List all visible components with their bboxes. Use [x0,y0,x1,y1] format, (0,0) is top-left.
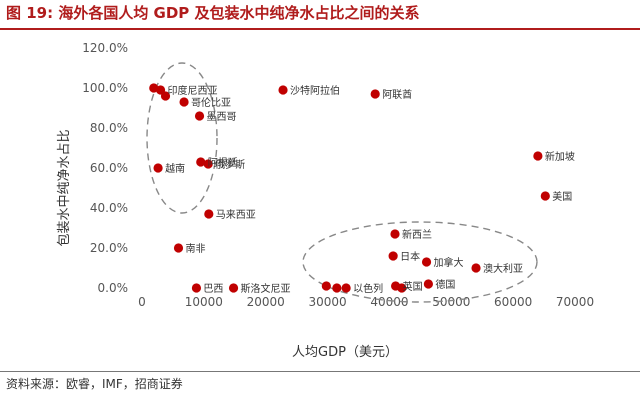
data-point [540,191,550,201]
data-point [203,159,213,169]
data-point [228,283,239,293]
point-label: 加拿大 [434,256,464,269]
cluster-outline-low-income [146,62,218,214]
x-axis-title: 人均GDP（美元） [292,345,398,360]
point-label: 斯洛文尼亚 [241,282,291,295]
point-label: 南非 [185,242,205,255]
x-tick-label: 20000 [247,295,285,309]
title-rule [0,28,640,30]
data-point [153,163,163,173]
figure-title: 图 19: 海外各国人均 GDP 及包装水中纯净水占比之间的关系 [6,4,420,22]
point-label: 阿联酋 [382,88,412,101]
y-tick-label: 120.0% [82,41,128,55]
x-tick-label: 10000 [185,295,223,309]
point-label: 巴西 [203,283,223,295]
y-tick-label: 40.0% [90,201,128,215]
data-point [160,91,171,101]
point-label: 印度尼西亚 [168,84,218,97]
data-point [370,89,380,99]
data-point [179,97,189,107]
data-point [332,283,342,293]
data-point [204,209,214,219]
source-rule [0,371,640,372]
data-point [390,229,400,239]
point-label: 澳大利亚 [483,262,523,275]
point-label: 哥伦比亚 [191,96,231,109]
y-tick-label: 100.0% [82,81,128,95]
data-point [388,251,398,261]
point-label: 沙特阿拉伯 [290,84,340,97]
point-label: 英国 [403,280,423,293]
x-tick-label: 70000 [556,295,594,309]
y-axis-title: 包装水中纯净水占比 [57,129,72,246]
data-point [423,279,433,289]
data-point [321,281,331,291]
data-point [194,111,205,121]
data-point [341,283,351,293]
x-tick-label: 0 [138,295,146,309]
point-label: 德国 [435,278,455,291]
point-label: 墨西哥 [207,111,237,123]
data-point [173,243,184,253]
data-points [149,83,550,293]
source-note: 资料来源：欧睿，IMF，招商证券 [6,377,183,391]
point-label: 日本 [400,250,420,263]
point-label: 俄罗斯 [215,158,245,171]
point-label: 新加坡 [545,150,575,163]
y-tick-label: 20.0% [90,241,128,255]
y-tick-label: 0.0% [98,281,129,295]
data-point [191,283,202,293]
point-label: 阿根廷 [208,156,238,169]
x-axis-ticks: 0 10000 20000 30000 40000 50000 60000 70000 [138,295,594,309]
data-point [397,283,407,293]
x-tick-label: 30000 [308,295,346,309]
point-label: 马来西亚 [216,209,256,221]
y-tick-label: 60.0% [90,161,128,175]
x-tick-label: 60000 [494,295,532,309]
point-label: 越南 [165,162,185,175]
data-point [421,257,432,267]
point-label: 新西兰 [402,228,432,241]
x-tick-label: 40000 [370,295,408,309]
x-tick-label: 50000 [432,295,470,309]
point-label: 美国 [552,190,572,203]
y-axis-ticks: 0.0% 20.0% 40.0% 60.0% 80.0% 100.0% 120.0% [82,41,128,295]
data-point [196,157,206,167]
scatter-chart: 0.0% 20.0% 40.0% 60.0% 80.0% 100.0% 120.0% 0 10… [57,41,594,360]
data-point [533,151,543,161]
y-tick-label: 80.0% [90,121,128,135]
data-point [278,85,288,95]
point-label: 以色列 [353,282,383,295]
data-point [471,263,481,273]
cluster-outline-high-income [302,221,538,303]
